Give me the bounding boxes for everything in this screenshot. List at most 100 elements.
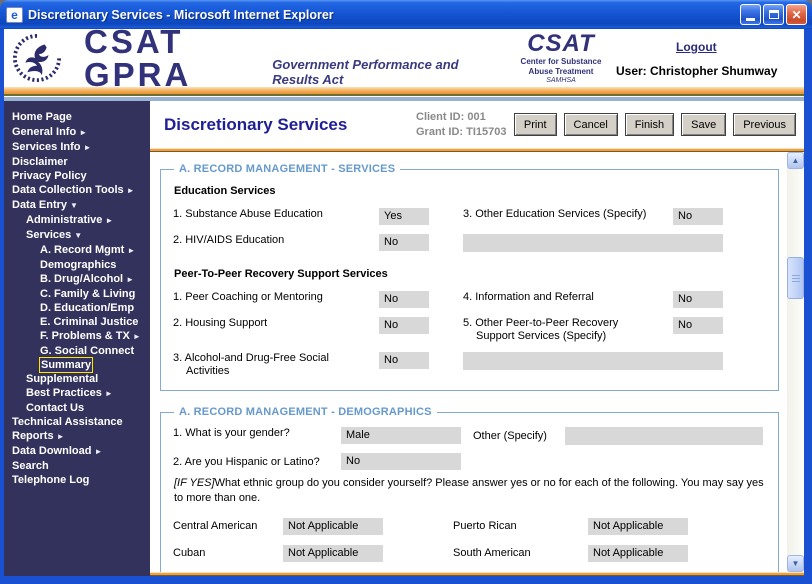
- submenu-arrow-icon: ►: [127, 246, 136, 255]
- vertical-scrollbar[interactable]: ▲ ▼: [787, 152, 804, 572]
- sidebar-item-supplemental[interactable]: Supplemental: [26, 373, 99, 385]
- thumb-grip-icon: [791, 280, 800, 282]
- gender-value: Male: [341, 427, 461, 444]
- maximize-button[interactable]: [763, 4, 784, 25]
- peer-coaching-label: 1. Peer Coaching or Mentoring: [173, 291, 323, 303]
- sidebar-item-demographics[interactable]: Demographics: [40, 259, 117, 271]
- sidebar-item-f-problems-tx[interactable]: F. Problems & TX ►: [40, 330, 141, 342]
- save-button[interactable]: Save: [681, 113, 727, 136]
- substance-abuse-education-value: Yes: [379, 208, 429, 225]
- sidebar-item-summary[interactable]: Summary: [38, 357, 94, 373]
- sidebar-item-data-download[interactable]: Data Download ►: [12, 445, 103, 457]
- section-record-management-demographics: A. RECORD MANAGEMENT - DEMOGRAPHICS 1. W…: [160, 406, 779, 572]
- grant-id-label: Grant ID: TI15703: [416, 125, 507, 138]
- gender-other-label: Other (Specify): [473, 430, 547, 442]
- sidebar-item-contact-us[interactable]: Contact Us: [26, 402, 85, 414]
- gender-other-specify-field: [565, 427, 763, 445]
- user-block: Logout User: Christopher Shumway: [616, 38, 794, 78]
- housing-support-value: No: [379, 317, 429, 334]
- section-title: A. RECORD MANAGEMENT - SERVICES: [179, 163, 396, 175]
- other-education-services-label: 3. Other Education Services (Specify): [463, 208, 647, 220]
- cuban-label: Cuban: [173, 547, 206, 559]
- hiv-aids-education-value: No: [379, 234, 429, 251]
- sidebar-item-data-collection-tools[interactable]: Data Collection Tools ►: [12, 184, 135, 196]
- previous-button[interactable]: Previous: [733, 113, 796, 136]
- finish-button[interactable]: Finish: [624, 113, 675, 136]
- user-name-label: User: Christopher Shumway: [616, 64, 778, 78]
- sidebar-item-disclaimer[interactable]: Disclaimer: [12, 156, 68, 168]
- form-row: 2. Are you Hispanic or Latino? No: [173, 453, 766, 470]
- submenu-arrow-icon: ►: [126, 275, 135, 284]
- window-title: Discretionary Services - Microsoft Inter…: [28, 7, 334, 22]
- peer-recovery-heading: Peer-To-Peer Recovery Support Services: [174, 268, 388, 280]
- puerto-rican-value: Not Applicable: [588, 518, 688, 535]
- submenu-expanded-icon: ▼: [70, 201, 78, 210]
- orange-divider-bottom: [150, 572, 804, 576]
- logout-link[interactable]: Logout: [676, 40, 717, 54]
- close-icon: ✕: [791, 7, 802, 22]
- app-header: CSAT GPRA Government Performance and Res…: [4, 25, 804, 91]
- submenu-arrow-icon: ►: [132, 332, 141, 341]
- if-yes-prefix: [IF YES]: [174, 477, 215, 489]
- sidebar-item-a-record-mgmt[interactable]: A. Record Mgmt ►: [40, 244, 136, 256]
- sidebar-item-data-entry[interactable]: Data Entry ▼: [12, 199, 78, 211]
- cuban-value: Not Applicable: [283, 545, 383, 562]
- sidebar-item-services[interactable]: Services ▼: [26, 229, 83, 241]
- header-stripe-blue: [4, 97, 804, 101]
- sidebar-item-b-drug-alcohol[interactable]: B. Drug/Alcohol ►: [40, 273, 135, 285]
- other-education-specify-field: [463, 234, 723, 252]
- scrollbar-track[interactable]: [787, 169, 804, 555]
- other-peer-recovery-specify-field: [463, 352, 723, 370]
- sidebar-item-g-social-connect[interactable]: G. Social Connect: [40, 345, 135, 357]
- minimize-button[interactable]: [740, 4, 761, 25]
- sidebar-item-services-info[interactable]: Services Info ►: [12, 141, 92, 153]
- sidebar-item-search[interactable]: Search: [12, 460, 49, 472]
- ie-page-icon: e: [6, 6, 23, 23]
- submenu-arrow-icon: ►: [94, 447, 103, 456]
- submenu-arrow-icon: ►: [104, 389, 113, 398]
- sidebar-item-home-page[interactable]: Home Page: [12, 111, 72, 123]
- chevron-up-icon: ▲: [791, 156, 800, 165]
- chevron-down-icon: ▼: [791, 559, 800, 568]
- scrollbar-up-button[interactable]: ▲: [787, 152, 804, 169]
- sidebar-item-privacy-policy[interactable]: Privacy Policy: [12, 170, 87, 182]
- header-stripe-orange: [4, 87, 804, 94]
- content-area: Discretionary Services Client ID: 001 Gr…: [150, 101, 804, 576]
- thumb-grip-icon: [791, 277, 800, 279]
- sidebar-item-c-family-living[interactable]: C. Family & Living: [40, 288, 136, 300]
- sidebar-item-d-education-emp[interactable]: D. Education/Emp: [40, 302, 135, 314]
- ethnic-group-note: [IF YES]What ethnic group do you conside…: [174, 477, 764, 504]
- form-row: 1. Substance Abuse Education Yes 3. Othe…: [173, 208, 766, 225]
- header-stripe-white: [4, 96, 804, 97]
- cancel-button[interactable]: Cancel: [563, 113, 618, 136]
- form-row: 3. Alcohol-and Drug-Free Social Activiti…: [173, 352, 766, 378]
- submenu-arrow-icon: ►: [126, 186, 135, 195]
- title-bar: e Discretionary Services - Microsoft Int…: [0, 0, 812, 29]
- close-button[interactable]: ✕: [786, 4, 807, 25]
- scrollbar-thumb[interactable]: [787, 257, 804, 299]
- sidebar-nav: Home Page General Info ► Services Info ► D…: [4, 101, 150, 576]
- section-title: A. RECORD MANAGEMENT - DEMOGRAPHICS: [179, 406, 432, 418]
- scrollbar-down-button[interactable]: ▼: [787, 555, 804, 572]
- puerto-rican-label: Puerto Rican: [453, 520, 517, 532]
- other-education-services-value: No: [673, 208, 723, 225]
- submenu-arrow-icon: ►: [56, 432, 65, 441]
- form-row: 2. Housing Support No 5. Other Peer-to-P…: [173, 317, 766, 343]
- window-body: CSAT GPRA Government Performance and Res…: [0, 25, 812, 584]
- form-row: Central American Not Applicable Puerto R…: [173, 518, 766, 535]
- sidebar-item-best-practices[interactable]: Best Practices ►: [26, 387, 113, 399]
- form-row: Cuban Not Applicable South American Not …: [173, 545, 766, 562]
- sidebar-item-e-criminal-justice[interactable]: E. Criminal Justice: [40, 316, 139, 328]
- sidebar-item-technical-assistance[interactable]: Technical Assistance: [12, 416, 123, 428]
- brand: CSAT GPRA Government Performance and Res…: [84, 25, 480, 91]
- sidebar-item-administrative[interactable]: Administrative ►: [26, 214, 114, 226]
- sidebar-item-reports[interactable]: Reports ►: [12, 430, 65, 442]
- central-american-value: Not Applicable: [283, 518, 383, 535]
- sidebar-item-telephone-log[interactable]: Telephone Log: [12, 474, 90, 486]
- maximize-icon: [768, 10, 779, 19]
- other-peer-recovery-value: No: [673, 317, 723, 334]
- sidebar-item-general-info[interactable]: General Info ►: [12, 126, 88, 138]
- minimize-icon: [746, 17, 755, 21]
- page-header: Discretionary Services Client ID: 001 Gr…: [150, 101, 804, 148]
- print-button[interactable]: Print: [513, 113, 557, 136]
